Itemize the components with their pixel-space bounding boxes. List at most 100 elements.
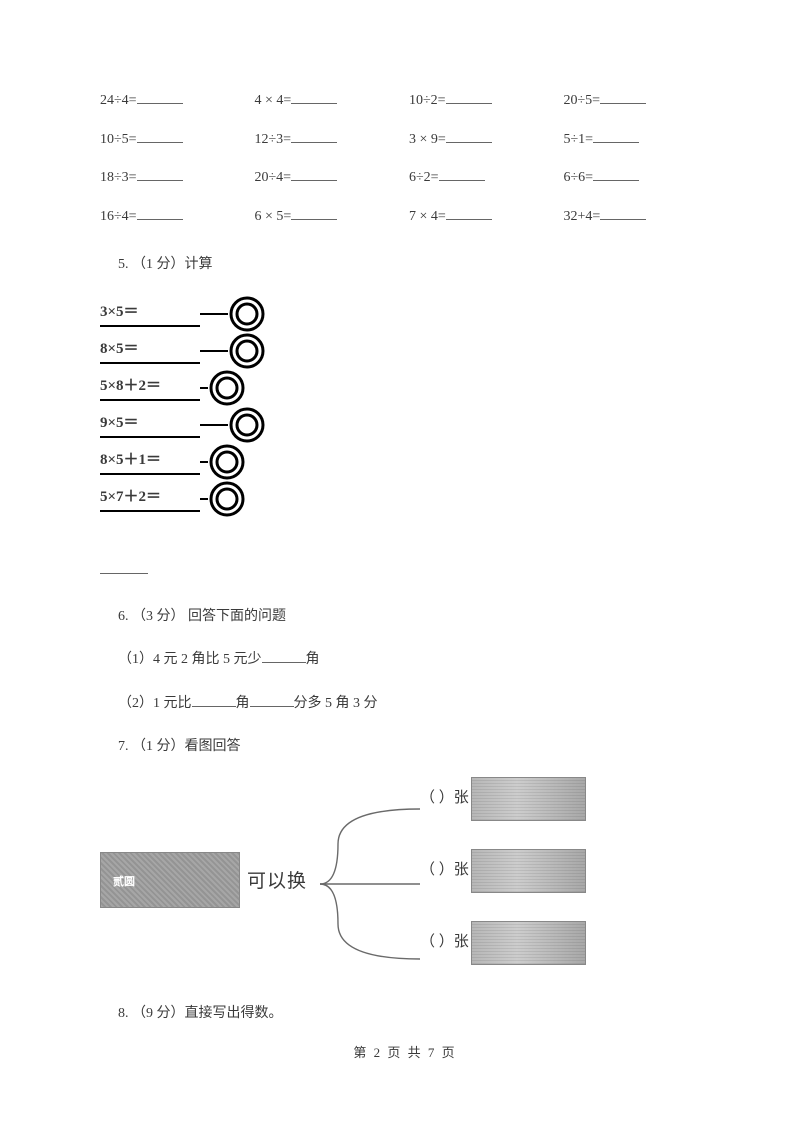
answer-ring-icon[interactable]	[208, 480, 246, 518]
q7-money-diagram: 贰圆 可以换 （ ）张 （ ）张 （ ）张	[100, 777, 710, 977]
answer-blank[interactable]	[291, 167, 337, 181]
expression: 5÷1=	[564, 132, 594, 147]
calc-expression: 8×5＋1＝	[100, 450, 200, 475]
answer-blank[interactable]	[446, 90, 492, 104]
grid-cell: 10÷5=	[100, 129, 247, 150]
answer-blank[interactable]	[137, 167, 183, 181]
question-7-label: 7. （1 分）看图回答	[118, 734, 710, 759]
exchange-text: 可以换	[247, 869, 307, 896]
banknote-denomination: 贰圆	[113, 875, 135, 890]
answer-blank[interactable]	[600, 206, 646, 220]
connector-line	[200, 498, 208, 500]
expression: 6÷2=	[409, 170, 439, 185]
answer-ring-icon[interactable]	[228, 406, 266, 444]
answer-blank[interactable]	[593, 129, 639, 143]
connector-line	[200, 461, 208, 463]
exchange-row: （ ）张	[420, 777, 586, 821]
calc-expression: 8×5＝	[100, 339, 200, 364]
banknote-right-icon	[471, 849, 586, 893]
calc-row: 8×5＋1＝	[100, 444, 710, 481]
answer-blank[interactable]	[250, 693, 294, 707]
grid-cell: 32+4=	[564, 206, 711, 227]
expression: 10÷5=	[100, 132, 137, 147]
calc-expression: 9×5＝	[100, 413, 200, 438]
answer-blank[interactable]	[100, 560, 148, 574]
grid-cell: 6 × 5=	[255, 206, 402, 227]
answer-blank[interactable]	[446, 129, 492, 143]
q6-text: （1）4 元 2 角比 5 元少	[118, 652, 262, 667]
expression: 12÷3=	[255, 132, 292, 147]
calc-expression: 5×7＋2＝	[100, 487, 200, 512]
answer-blank[interactable]	[137, 206, 183, 220]
grid-cell: 12÷3=	[255, 129, 402, 150]
question-5-label: 5. （1 分）计算	[118, 252, 710, 277]
expression: 7 × 4=	[409, 209, 446, 224]
answer-blank[interactable]	[291, 206, 337, 220]
q6-text: 角	[236, 696, 250, 711]
expression: 32+4=	[564, 209, 601, 224]
q6-line2: （2）1 元比 角 分多 5 角 3 分	[118, 691, 710, 716]
question-6-label: 6. （3 分） 回答下面的问题	[118, 604, 710, 629]
grid-cell: 16÷4=	[100, 206, 247, 227]
calc-row: 5×8＋2＝	[100, 370, 710, 407]
expression: 16÷4=	[100, 209, 137, 224]
expression: 10÷2=	[409, 93, 446, 108]
grid-cell: 7 × 4=	[409, 206, 556, 227]
expression: 6 × 5=	[255, 209, 292, 224]
calc-row: 9×5＝	[100, 407, 710, 444]
calc-row: 5×7＋2＝	[100, 481, 710, 518]
page-footer: 第 2 页 共 7 页	[100, 1044, 710, 1062]
answer-blank[interactable]	[446, 206, 492, 220]
banknote-left-icon: 贰圆	[100, 852, 240, 908]
connector-line	[200, 350, 228, 352]
q6-text: 分多 5 角 3 分	[294, 696, 378, 711]
expression: 20÷4=	[255, 170, 292, 185]
paren-blank[interactable]: （ ）张	[420, 788, 469, 809]
expression: 3 × 9=	[409, 132, 446, 147]
arithmetic-grid: 24÷4= 4 × 4= 10÷2= 20÷5= 10÷5= 12÷3= 3 ×…	[100, 90, 710, 226]
question-8-label: 8. （9 分）直接写出得数。	[118, 1001, 710, 1026]
expression: 18÷3=	[100, 170, 137, 185]
connector-line	[200, 424, 228, 426]
brace-icon	[310, 789, 430, 979]
grid-cell: 18÷3=	[100, 167, 247, 188]
answer-blank[interactable]	[600, 90, 646, 104]
paren-blank[interactable]: （ ）张	[420, 932, 469, 953]
calc-expression: 5×8＋2＝	[100, 376, 200, 401]
answer-blank[interactable]	[439, 167, 485, 181]
banknote-right-icon	[471, 921, 586, 965]
grid-cell: 3 × 9=	[409, 129, 556, 150]
grid-cell: 24÷4=	[100, 90, 247, 111]
grid-cell: 10÷2=	[409, 90, 556, 111]
answer-blank[interactable]	[593, 167, 639, 181]
q6-line1: （1）4 元 2 角比 5 元少 角	[118, 647, 710, 672]
expression: 6÷6=	[564, 170, 594, 185]
answer-ring-icon[interactable]	[228, 295, 266, 333]
calc-expression: 3×5＝	[100, 302, 200, 327]
calc-row: 8×5＝	[100, 333, 710, 370]
answer-blank[interactable]	[137, 129, 183, 143]
expression: 20÷5=	[564, 93, 601, 108]
exchange-row: （ ）张	[420, 921, 586, 965]
q6-text: 角	[306, 652, 320, 667]
expression: 24÷4=	[100, 93, 137, 108]
banknote-right-icon	[471, 777, 586, 821]
grid-cell: 6÷2=	[409, 167, 556, 188]
answer-blank[interactable]	[291, 129, 337, 143]
answer-blank[interactable]	[291, 90, 337, 104]
answer-ring-icon[interactable]	[228, 332, 266, 370]
answer-blank[interactable]	[262, 649, 306, 663]
answer-blank[interactable]	[137, 90, 183, 104]
expression: 4 × 4=	[255, 93, 292, 108]
grid-cell: 20÷4=	[255, 167, 402, 188]
connector-line	[200, 387, 208, 389]
answer-blank[interactable]	[192, 693, 236, 707]
grid-cell: 5÷1=	[564, 129, 711, 150]
q5-calc-diagram: 3×5＝ 8×5＝ 5×8＋2＝ 9×5＝ 8×5＋1＝ 5×7＋2＝	[100, 296, 710, 518]
answer-ring-icon[interactable]	[208, 443, 246, 481]
grid-cell: 4 × 4=	[255, 90, 402, 111]
answer-ring-icon[interactable]	[208, 369, 246, 407]
q6-text: （2）1 元比	[118, 696, 192, 711]
calc-row: 3×5＝	[100, 296, 710, 333]
paren-blank[interactable]: （ ）张	[420, 860, 469, 881]
